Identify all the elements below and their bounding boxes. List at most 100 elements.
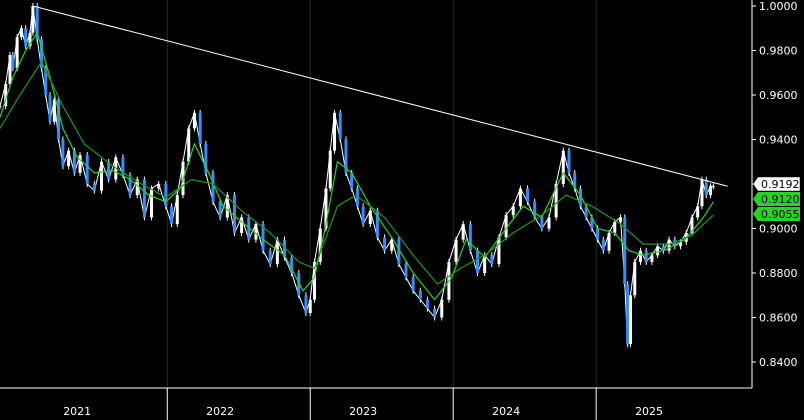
price-candle <box>175 195 179 225</box>
price-candle <box>518 188 522 207</box>
price-candle <box>150 188 154 218</box>
price-candle <box>476 250 480 273</box>
price-candle <box>644 250 648 262</box>
price-candle <box>355 188 359 207</box>
y-tick-label: 1.0000 <box>759 0 798 13</box>
price-candle <box>661 246 665 251</box>
price-candle <box>638 250 642 262</box>
x-tick-label: 2025 <box>635 405 663 418</box>
price-candle <box>254 224 258 240</box>
price-candle <box>656 246 660 256</box>
last-value-label-text: 0.9120 <box>761 193 800 206</box>
price-candle <box>483 255 487 273</box>
price-candle <box>607 232 611 251</box>
price-candle <box>8 54 12 84</box>
price-candle <box>454 239 458 262</box>
price-candle <box>361 206 365 225</box>
last-value-labels: 0.9192 0.9120 0.9055 <box>752 176 801 221</box>
price-candle <box>601 239 605 251</box>
price-candle <box>48 95 52 122</box>
x-tick-label: 2022 <box>206 405 234 418</box>
price-candle <box>313 261 317 300</box>
price-candle <box>240 217 244 233</box>
price-candle <box>157 184 161 189</box>
price-candle <box>164 184 168 207</box>
price-candle <box>232 195 236 233</box>
x-tick-label: 2021 <box>63 405 91 418</box>
price-candle <box>628 295 632 345</box>
price-candle <box>533 201 537 218</box>
price-candle <box>554 184 558 218</box>
last-value-label: 0.9192 <box>752 176 801 192</box>
price-candle <box>344 139 348 173</box>
price-candle <box>24 28 28 47</box>
y-tick-label: 0.8600 <box>759 312 798 325</box>
moving-average-slow-line <box>0 60 714 285</box>
price-candle <box>324 188 328 229</box>
price-candle <box>328 150 332 189</box>
price-candle <box>261 224 265 251</box>
price-candle <box>135 179 139 196</box>
price-candle <box>142 179 146 218</box>
x-tick-label: 2023 <box>349 405 377 418</box>
price-candle <box>390 239 394 251</box>
price-candle <box>61 139 65 167</box>
price-candle <box>4 83 8 107</box>
price-candle <box>72 150 76 173</box>
y-tick-label: 0.9400 <box>759 134 798 147</box>
price-candle <box>11 54 15 69</box>
price-candle <box>618 217 622 222</box>
price-candle <box>192 112 196 129</box>
price-candle <box>433 308 437 318</box>
price-candle <box>411 277 415 291</box>
price-candle <box>19 28 23 38</box>
price-candle <box>225 195 229 218</box>
price-candle <box>679 241 683 247</box>
price-candle <box>92 184 96 191</box>
last-value-label: 0.9055 <box>753 207 800 221</box>
price-candle <box>497 237 501 265</box>
price-candle <box>690 217 694 233</box>
price-candle <box>318 228 322 262</box>
price-candle <box>297 273 301 296</box>
price-candle <box>504 215 508 238</box>
price-candle <box>696 206 700 218</box>
price-candle <box>100 161 104 191</box>
price-candle <box>283 239 287 258</box>
price-candle <box>308 299 312 314</box>
price-candle <box>198 112 202 144</box>
price-candle <box>383 237 387 251</box>
price-candle <box>547 217 551 229</box>
price-candle <box>526 188 530 202</box>
price-candle <box>121 157 125 176</box>
price-candle <box>85 155 89 184</box>
x-tick-label: 2024 <box>492 405 520 418</box>
y-tick-label: 0.9600 <box>759 89 798 102</box>
price-candle <box>704 179 708 196</box>
price-candle <box>211 172 215 202</box>
price-candle <box>78 155 82 173</box>
price-candle <box>333 112 337 151</box>
price-candle <box>561 150 565 184</box>
price-candle <box>397 239 401 265</box>
price-candle <box>57 99 61 140</box>
price-candle <box>573 172 577 189</box>
y-tick-label: 0.8800 <box>759 267 798 280</box>
price-candle <box>590 217 594 229</box>
price-candle <box>187 128 191 162</box>
price-candle <box>218 201 222 218</box>
y-tick-label: 0.9000 <box>759 223 798 236</box>
last-value-label-bg <box>752 176 801 192</box>
price-candle <box>350 172 354 189</box>
price-candle <box>128 175 132 196</box>
price-candle <box>31 6 35 33</box>
last-value-label-text: 0.9055 <box>761 208 800 221</box>
price-candle <box>490 255 494 265</box>
last-value-label-text: 0.9192 <box>761 178 800 191</box>
y-tick-label: 0.8400 <box>759 356 798 369</box>
price-candle <box>440 299 444 318</box>
trend-line <box>32 5 728 187</box>
price-candle <box>290 257 294 273</box>
price-candle <box>304 295 308 314</box>
